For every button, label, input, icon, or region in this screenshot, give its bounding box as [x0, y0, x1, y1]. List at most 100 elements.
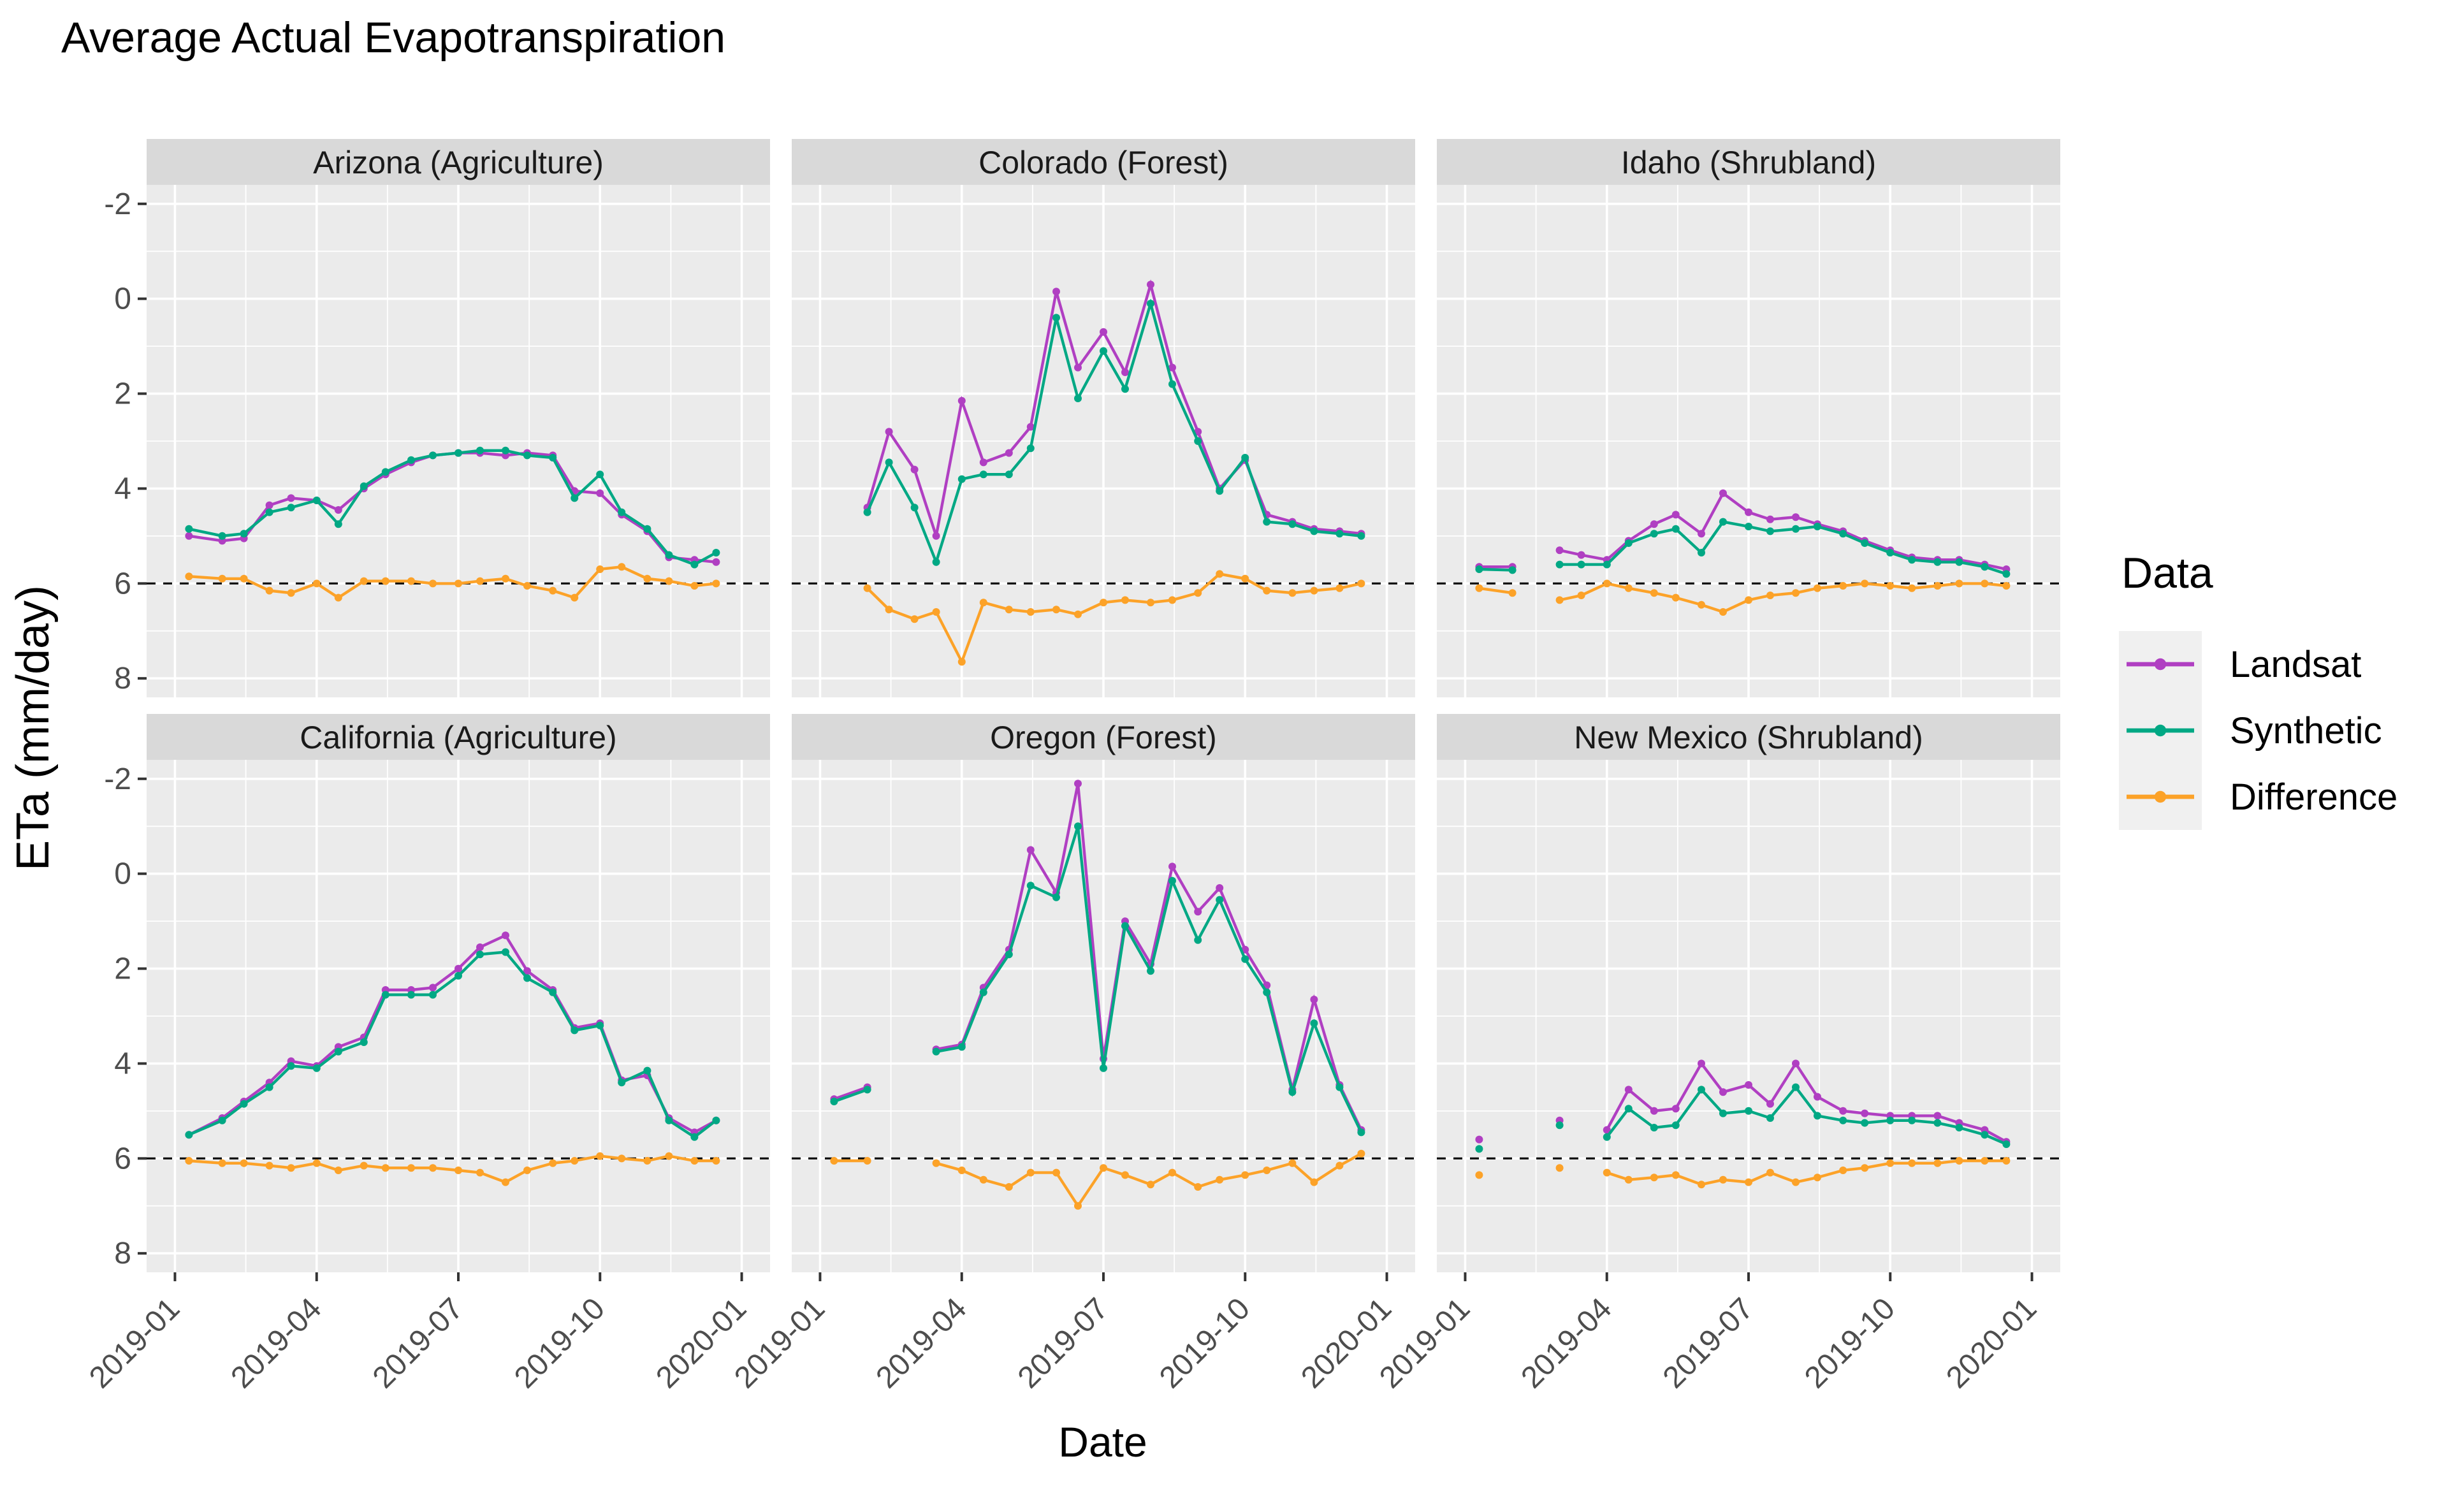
data-point-synthetic [1745, 1107, 1752, 1115]
data-point-synthetic [240, 530, 248, 538]
data-point-landsat [1216, 884, 1224, 892]
data-point-synthetic [1216, 896, 1224, 904]
data-point-synthetic [1357, 532, 1365, 540]
data-point-difference [1241, 574, 1249, 583]
data-point-synthetic [712, 549, 720, 556]
series-difference [1475, 1157, 2011, 1189]
y-tick-label: -2 [104, 187, 131, 221]
data-point-landsat [1861, 1109, 1869, 1117]
data-point-landsat [1603, 1126, 1611, 1134]
data-point-difference [1005, 606, 1013, 614]
facet-title: New Mexico (Shrubland) [1574, 720, 1923, 755]
data-point-difference [1074, 610, 1082, 618]
data-point-synthetic [863, 1086, 871, 1094]
data-point-synthetic [1886, 549, 1895, 556]
data-point-difference [312, 579, 321, 588]
facet-panel-colorado-forest: Colorado (Forest) [792, 139, 1415, 697]
data-point-difference [407, 577, 415, 585]
data-point-synthetic [2002, 570, 2011, 578]
data-point-difference [932, 608, 940, 616]
data-point-landsat [910, 465, 919, 474]
data-point-difference [1100, 1164, 1107, 1172]
data-point-synthetic [1814, 1112, 1821, 1120]
data-point-synthetic [1886, 1116, 1895, 1124]
data-point-synthetic [1839, 530, 1847, 538]
data-point-synthetic [830, 1098, 838, 1105]
data-point-difference [1933, 582, 1942, 590]
data-point-landsat [1792, 1059, 1800, 1068]
data-point-landsat [1577, 551, 1585, 559]
legend-key-landsat [2119, 631, 2202, 697]
data-point-landsat [1555, 546, 1564, 555]
x-tick-label: 2019-07 [367, 1291, 470, 1395]
data-point-synthetic [1026, 882, 1035, 890]
data-point-landsat [429, 984, 437, 992]
data-point-difference [1194, 1183, 1202, 1191]
y-tick-label: 0 [114, 857, 131, 891]
data-point-difference [429, 1164, 437, 1172]
data-point-difference [1335, 1161, 1344, 1170]
data-point-synthetic [1861, 539, 1869, 547]
data-point-difference [690, 1157, 699, 1165]
data-point-difference [571, 1157, 579, 1165]
data-point-difference [1981, 579, 1989, 588]
data-point-difference [1886, 582, 1895, 590]
data-point-synthetic [910, 504, 919, 512]
facet-strip [147, 139, 770, 185]
series-difference [863, 570, 1365, 666]
data-point-landsat [1624, 1086, 1633, 1094]
data-point-synthetic [1650, 530, 1658, 538]
data-point-synthetic [240, 1100, 248, 1108]
data-point-difference [690, 582, 699, 590]
data-point-synthetic [618, 508, 626, 516]
data-point-difference [287, 1164, 295, 1172]
y-tick-label: -2 [104, 762, 131, 796]
data-point-landsat [287, 494, 295, 502]
data-point-synthetic [287, 1062, 295, 1070]
data-point-difference [476, 577, 484, 585]
data-point-landsat [1698, 1059, 1705, 1068]
data-point-synthetic [429, 451, 437, 460]
data-point-synthetic [1310, 1019, 1318, 1028]
data-point-synthetic [643, 525, 651, 533]
series-difference [1475, 579, 2011, 616]
data-point-difference [1766, 1168, 1774, 1177]
data-point-difference [1100, 599, 1107, 607]
data-point-difference [618, 1154, 626, 1163]
data-point-landsat [1650, 1107, 1658, 1115]
data-point-synthetic [1026, 444, 1035, 453]
data-point-difference [1698, 600, 1705, 609]
data-point-landsat [1194, 908, 1202, 916]
data-point-synthetic [1671, 1121, 1680, 1130]
data-point-landsat [1005, 449, 1013, 457]
gridlines [1437, 185, 2060, 697]
data-point-landsat [476, 943, 484, 951]
data-point-difference [1745, 1178, 1752, 1186]
data-point-difference [1577, 592, 1585, 599]
data-point-difference [910, 615, 919, 623]
facet-strip [1437, 139, 2060, 185]
data-point-synthetic [665, 1116, 673, 1124]
data-point-difference [596, 1152, 604, 1160]
data-point-difference [1194, 589, 1202, 597]
data-point-synthetic [1555, 560, 1564, 569]
data-point-landsat [1766, 515, 1774, 523]
data-point-landsat [1310, 996, 1318, 1003]
data-point-synthetic [643, 1066, 651, 1075]
data-point-difference [218, 1159, 226, 1167]
data-point-difference [1719, 608, 1727, 616]
data-point-difference [476, 1168, 484, 1177]
data-point-synthetic [1335, 1083, 1344, 1091]
data-point-synthetic [1719, 1109, 1727, 1117]
data-point-synthetic [455, 971, 462, 980]
data-point-difference [1908, 584, 1916, 592]
data-point-difference [932, 1159, 940, 1167]
data-point-synthetic [1100, 347, 1107, 355]
data-point-synthetic [1555, 1121, 1564, 1130]
data-point-difference [334, 1167, 342, 1174]
data-point-difference [1792, 1178, 1800, 1186]
data-point-difference [1671, 1171, 1680, 1179]
data-point-difference [502, 574, 509, 583]
data-point-synthetic [523, 451, 531, 460]
data-point-difference [312, 1159, 321, 1167]
